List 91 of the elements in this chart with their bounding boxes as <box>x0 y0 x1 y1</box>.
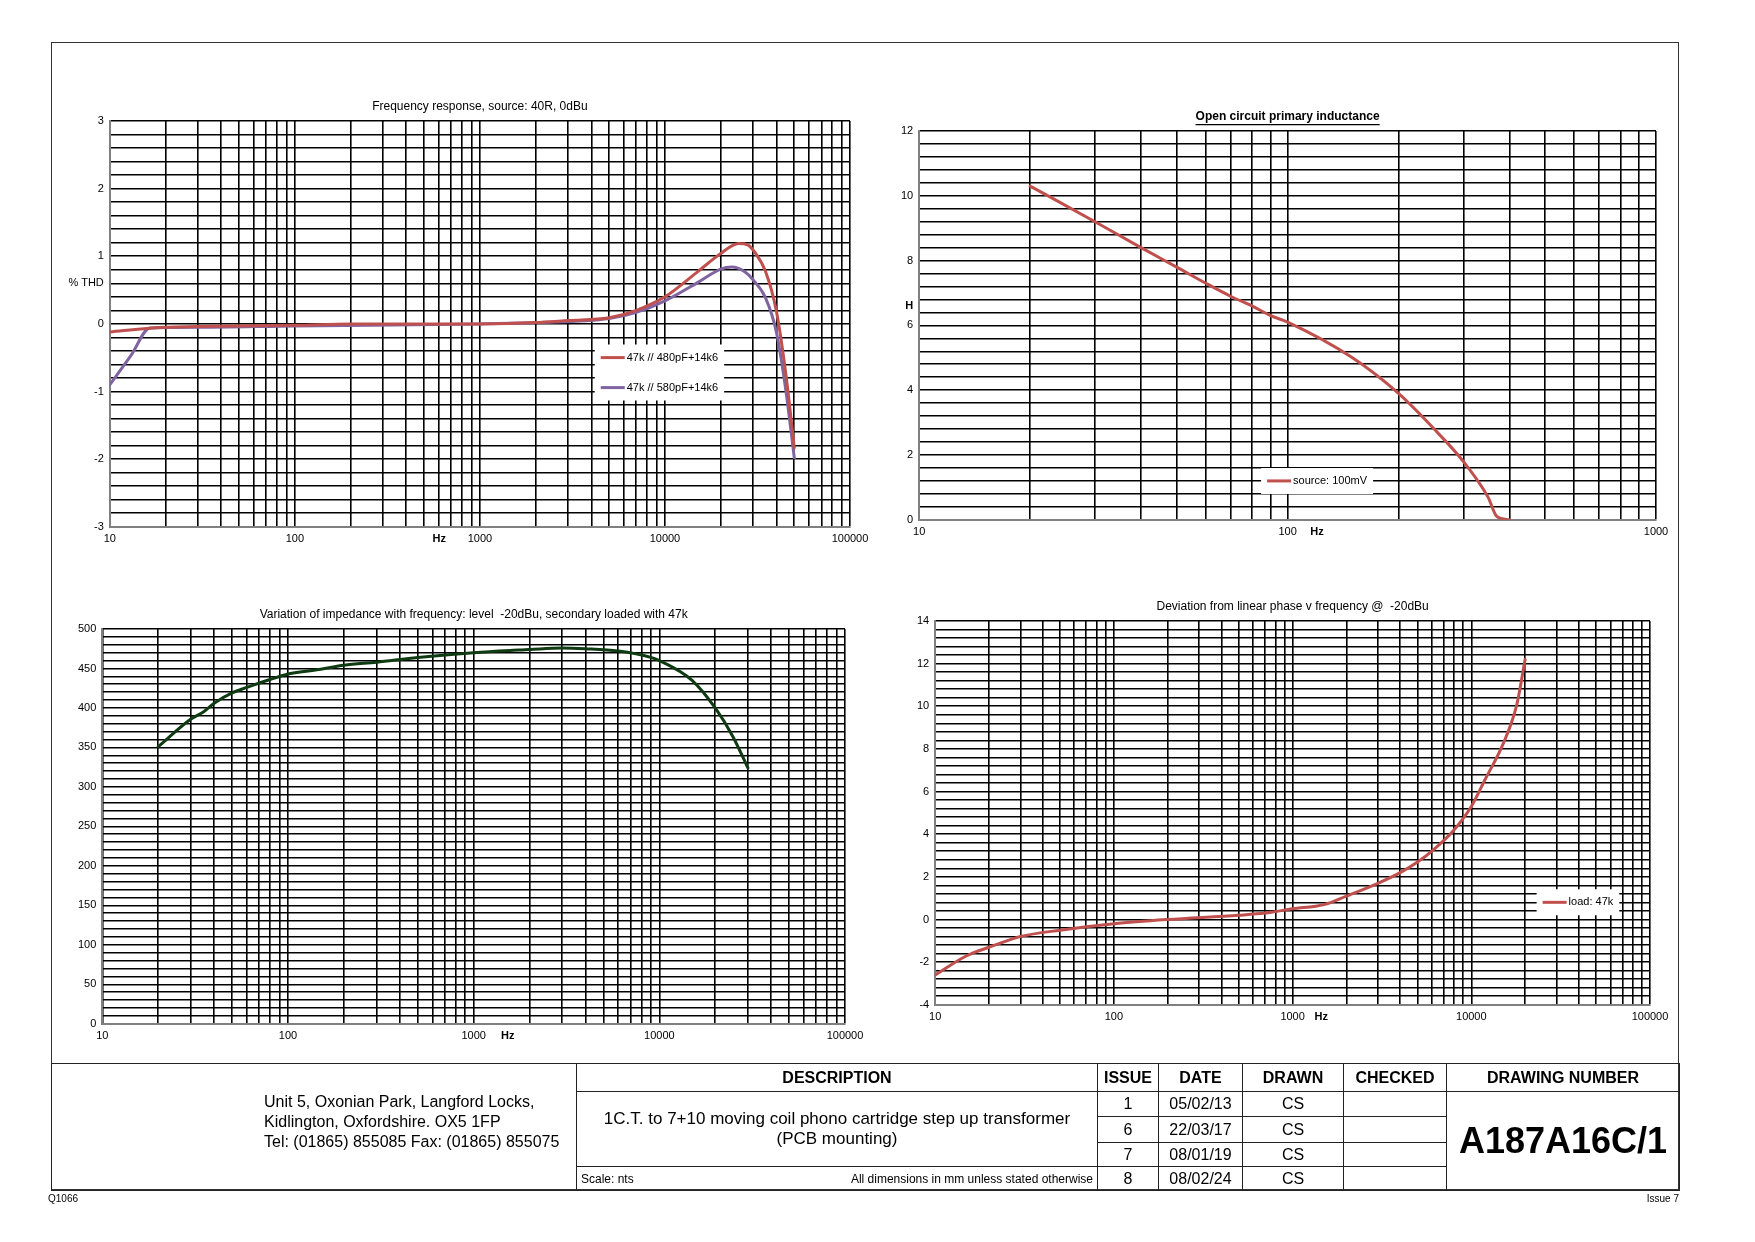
x-axis-title: Hz <box>1310 525 1325 538</box>
x-axis-title: Hz <box>1314 1010 1329 1023</box>
y-tick-label: -4 <box>919 997 930 1010</box>
chart-title: Open circuit primary inductance <box>1195 109 1380 124</box>
text: 22/03/17 <box>1158 1116 1243 1143</box>
y-tick-label: 50 <box>84 977 97 990</box>
y-tick-label: 2 <box>907 448 914 461</box>
x-tick-label: 1000 <box>1643 525 1669 538</box>
y-tick-label: 400 <box>77 700 97 713</box>
x-tick-label: 100000 <box>831 532 869 545</box>
x-tick-label: 10000 <box>649 532 681 545</box>
y-tick-label: 6 <box>907 318 914 331</box>
legend-label: source: 100mV <box>1293 473 1368 486</box>
y-tick-label: 2 <box>923 869 930 882</box>
y-tick-label: 10 <box>916 699 930 712</box>
y-tick-label: -2 <box>94 452 104 465</box>
y-tick-label: 350 <box>77 740 97 753</box>
y-tick-label: -1 <box>94 384 104 397</box>
y-tick-label: 150 <box>77 898 97 911</box>
y-tick-label: 0 <box>907 512 914 525</box>
y-tick-label: 6 <box>923 784 930 797</box>
text: 8 <box>1097 1166 1159 1191</box>
y-tick-label: 0 <box>923 912 930 925</box>
y-axis-title: % THD <box>68 276 104 289</box>
text: CS <box>1242 1091 1344 1117</box>
y-tick-label: 4 <box>923 827 930 840</box>
text: ISSUE <box>1097 1063 1159 1092</box>
text: Unit 5, Oxonian Park, Langford Locks, <box>264 1092 536 1112</box>
y-tick-label: 8 <box>923 741 930 754</box>
text: DRAWING NUMBER <box>1446 1063 1680 1092</box>
text: Q1066 <box>48 1193 79 1204</box>
y-tick-label: 500 <box>77 622 97 635</box>
y-tick-label: 100 <box>77 937 97 950</box>
y-tick-label: 0 <box>97 316 104 329</box>
y-tick-label: 10 <box>900 188 914 201</box>
x-axis-title: Hz <box>432 532 447 545</box>
text: Kidlington, Oxfordshire. OX5 1FP <box>264 1112 502 1132</box>
text: 7 <box>1097 1142 1159 1167</box>
text: A187A16C/1 <box>1446 1091 1680 1191</box>
y-tick-label: -3 <box>94 519 104 532</box>
x-tick-label: 100000 <box>1631 1010 1669 1023</box>
text: (PCB mounting) <box>775 1129 899 1149</box>
x-tick-label: 10000 <box>644 1029 675 1042</box>
y-tick-label: 12 <box>900 124 914 137</box>
y-tick-label: 12 <box>916 656 930 669</box>
text: CHECKED <box>1343 1063 1447 1092</box>
y-tick-label: 14 <box>916 614 930 627</box>
legend-label: 47k // 480pF+14k6 <box>626 350 719 363</box>
y-axis-title: H <box>905 298 914 311</box>
y-tick-label: 250 <box>77 819 97 832</box>
x-tick-label: 1000 <box>1280 1010 1305 1023</box>
text: Tel: (01865) 855085 Fax: (01865) 855075 <box>264 1132 561 1152</box>
text: DRAWN <box>1242 1063 1344 1092</box>
text: 1 <box>1097 1091 1159 1117</box>
y-tick-label: 1 <box>97 249 104 262</box>
y-tick-label: -2 <box>919 955 930 968</box>
y-tick-label: 0 <box>90 1016 97 1029</box>
y-tick-label: 300 <box>77 779 97 792</box>
y-tick-label: 8 <box>907 253 914 266</box>
x-tick-label: 100000 <box>826 1029 864 1042</box>
text: CS <box>1242 1166 1344 1191</box>
legend-label: 47k // 580pF+14k6 <box>626 380 719 393</box>
text: 6 <box>1097 1116 1159 1143</box>
text: DATE <box>1158 1063 1243 1092</box>
text: CS <box>1242 1142 1344 1167</box>
text: Scale: nts <box>581 1171 634 1186</box>
chart-title: Frequency response, source: 40R, 0dBu <box>372 99 588 114</box>
y-tick-label: 450 <box>77 661 97 674</box>
y-tick-label: 200 <box>77 858 97 871</box>
x-tick-label: 100 <box>285 532 305 545</box>
x-axis-title: Hz <box>501 1029 516 1042</box>
text: DESCRIPTION <box>576 1063 1098 1092</box>
y-tick-label: 4 <box>907 383 914 396</box>
x-tick-label: 1000 <box>461 1029 486 1042</box>
text: All dimensions in mm unless stated otherwise <box>850 1171 1093 1186</box>
text: CS <box>1242 1116 1344 1143</box>
y-tick-label: 2 <box>97 181 104 194</box>
text: 1C.T. to 7+10 moving coil phono cartridge step up transformer <box>602 1109 1072 1129</box>
chart-title: Deviation from linear phase v frequency @ -20dBu <box>1156 599 1429 614</box>
x-tick-label: 100 <box>1278 525 1297 538</box>
x-tick-label: 100 <box>1104 1010 1124 1023</box>
x-tick-label: 1000 <box>467 532 493 545</box>
text: 05/02/13 <box>1158 1091 1243 1117</box>
x-tick-label: 100 <box>278 1029 298 1042</box>
x-tick-label: 10000 <box>1456 1010 1487 1023</box>
legend-label: load: 47k <box>1568 895 1614 908</box>
text: 08/01/19 <box>1158 1142 1243 1167</box>
text: 08/02/24 <box>1158 1166 1243 1191</box>
y-tick-label: 3 <box>97 114 104 127</box>
chart-title: Variation of impedance with frequency: level -20dBu, secondary loaded with 47k <box>259 607 689 622</box>
text: Issue 7 <box>1646 1193 1679 1204</box>
